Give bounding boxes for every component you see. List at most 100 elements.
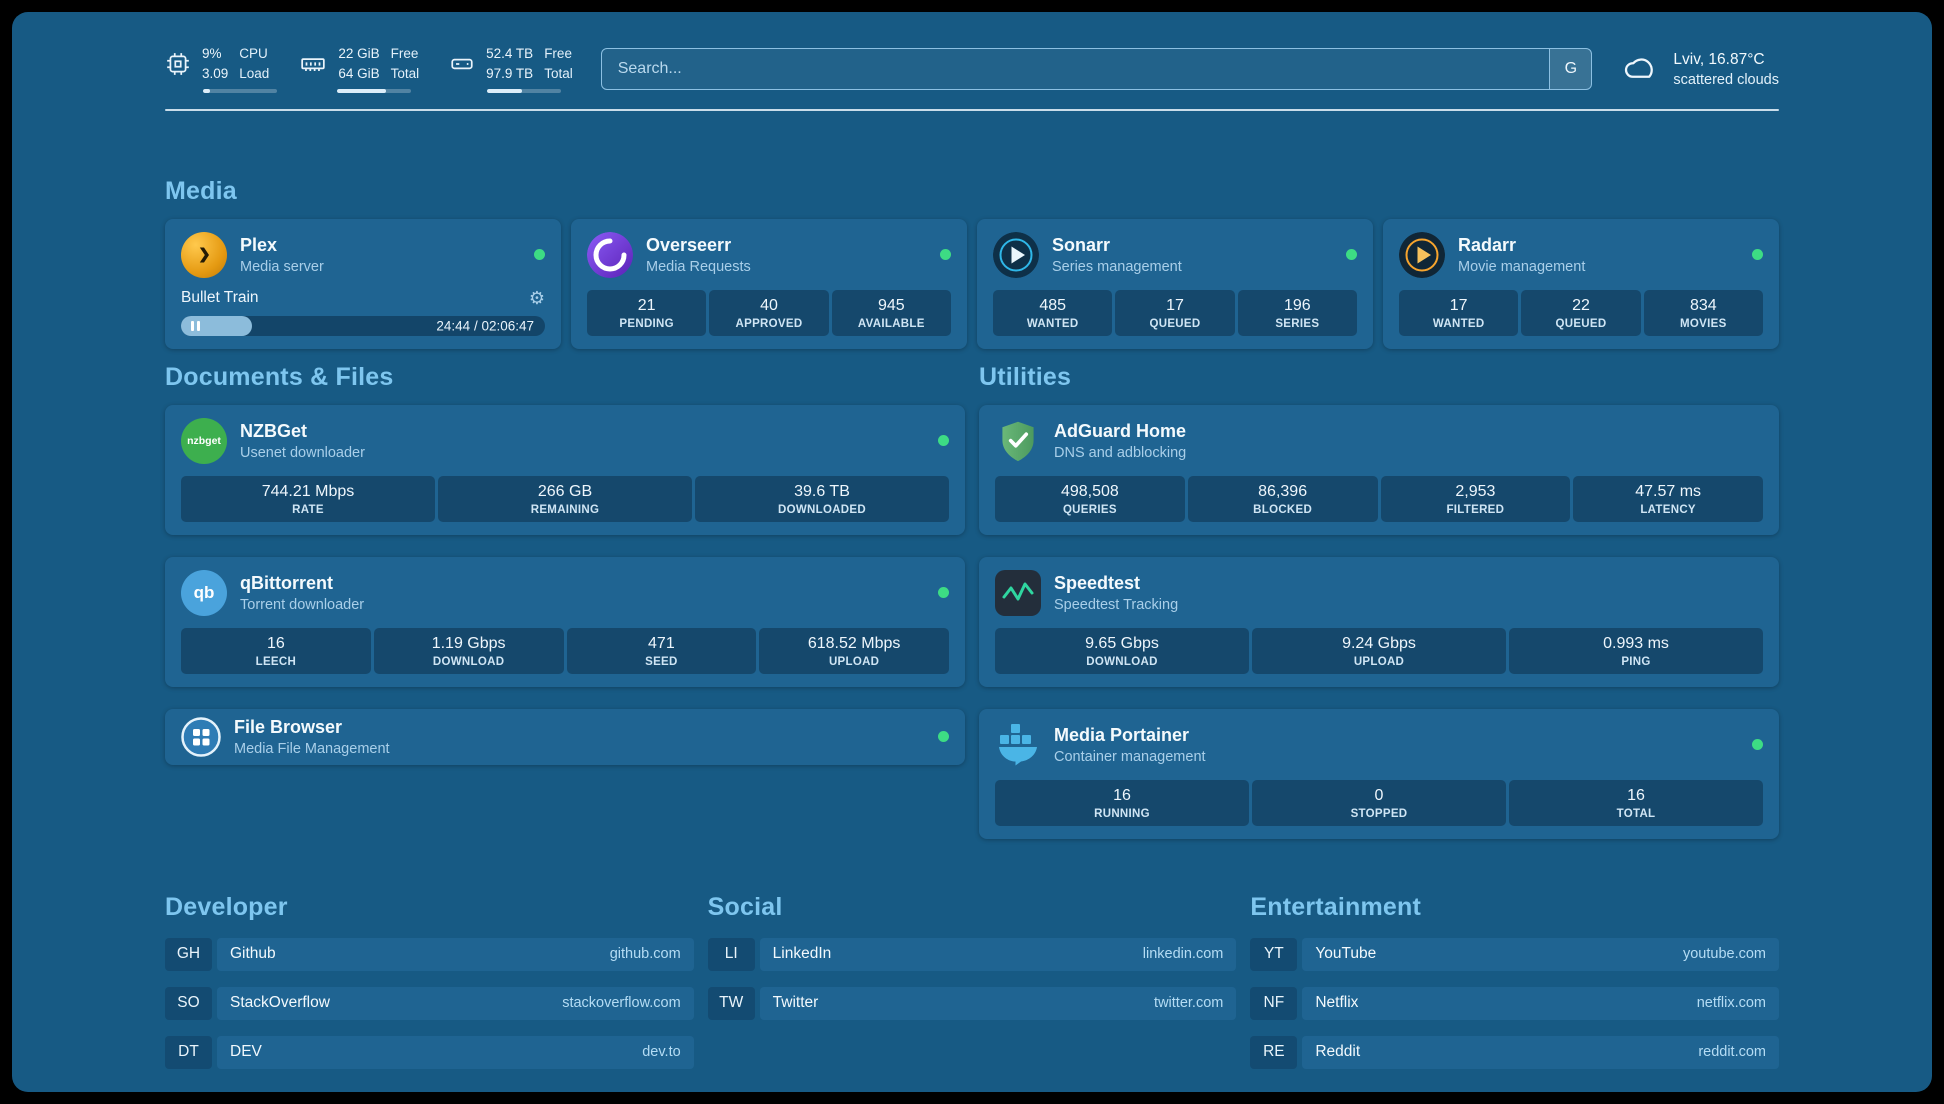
stat-label: WANTED bbox=[1026, 317, 1079, 330]
disk-progressbar bbox=[487, 88, 562, 93]
app-card-titles: qBittorrent Torrent downloader bbox=[240, 573, 364, 613]
bookmark-linkedin[interactable]: LI LinkedIn linkedin.com bbox=[707, 937, 1237, 971]
cloud-icon bbox=[1620, 49, 1662, 90]
bookmark-netflix[interactable]: NF Netflix netflix.com bbox=[1250, 986, 1780, 1020]
app-card-radarr[interactable]: Radarr Movie management 17 WANTED 22 QUE… bbox=[1383, 218, 1779, 349]
app-card-adguard[interactable]: AdGuard Home DNS and adblocking 498,508 … bbox=[979, 404, 1779, 535]
search-engine-button[interactable]: G bbox=[1549, 49, 1592, 90]
stat-label: FILTERED bbox=[1446, 503, 1505, 516]
stat-label: REMAINING bbox=[530, 503, 600, 516]
portainer-icon bbox=[995, 722, 1041, 768]
stat-value: 16 bbox=[1113, 786, 1131, 804]
section-title-social: Social bbox=[707, 892, 783, 921]
app-card-titles: Overseerr Media Requests bbox=[646, 235, 751, 275]
disk-widget: 52.4 TB 97.9 TB Free Total bbox=[449, 46, 573, 93]
search-input[interactable] bbox=[601, 49, 1550, 90]
app-title: NZBGet bbox=[240, 420, 307, 441]
app-card-sonarr[interactable]: Sonarr Series management 485 WANTED 17 Q… bbox=[977, 218, 1373, 349]
gear-icon[interactable]: ⚙ bbox=[528, 287, 545, 308]
stat-value: 618.52 Mbps bbox=[807, 634, 901, 652]
cpu-load-value: 3.09 bbox=[202, 65, 229, 81]
ram-label-top: Free bbox=[390, 46, 419, 61]
playback-time: 24:44 / 02:06:47 bbox=[436, 318, 534, 334]
app-title: AdGuard Home bbox=[1054, 420, 1187, 441]
stat-box: 39.6 TB DOWNLOADED bbox=[695, 475, 949, 522]
stat-value: 0 bbox=[1374, 786, 1384, 804]
stat-value: 40 bbox=[760, 296, 778, 314]
app-card-overseerr[interactable]: Overseerr Media Requests 21 PENDING 40 A… bbox=[571, 218, 967, 349]
app-subtitle: Series management bbox=[1052, 258, 1182, 275]
sonarr-icon bbox=[993, 231, 1039, 278]
pause-icon[interactable] bbox=[191, 320, 200, 331]
weather-text: Lviv, 16.87°C scattered clouds bbox=[1673, 51, 1779, 88]
stat-box: 17 QUEUED bbox=[1115, 289, 1235, 336]
app-subtitle: Torrent downloader bbox=[240, 596, 365, 613]
section-title-utilities: Utilities bbox=[979, 362, 1072, 391]
bookmark-twitter[interactable]: TW Twitter twitter.com bbox=[707, 986, 1237, 1020]
status-dot bbox=[938, 587, 949, 599]
stat-value: 744.21 Mbps bbox=[261, 482, 355, 500]
bookmark-name: YouTube bbox=[1315, 945, 1377, 963]
stat-value: 0.993 ms bbox=[1603, 634, 1669, 652]
playback-progressbar[interactable]: 24:44 / 02:06:47 bbox=[181, 315, 545, 336]
bookmark-abbr: SO bbox=[165, 986, 212, 1020]
ram-icon bbox=[299, 51, 327, 83]
stat-value: 498,508 bbox=[1060, 482, 1119, 500]
app-card-titles: Radarr Movie management bbox=[1458, 235, 1585, 275]
stat-box: 618.52 Mbps UPLOAD bbox=[759, 627, 949, 674]
stat-box: 471 SEED bbox=[566, 627, 757, 674]
bookmark-reddit[interactable]: RE Reddit reddit.com bbox=[1250, 1035, 1780, 1069]
search-bar[interactable]: G bbox=[600, 48, 1593, 91]
app-card-speedtest[interactable]: Speedtest Speedtest Tracking 9.65 Gbps D… bbox=[979, 556, 1779, 687]
status-dot bbox=[534, 249, 545, 261]
app-card-titles: NZBGet Usenet downloader bbox=[240, 421, 365, 461]
bookmark-name: Twitter bbox=[772, 994, 819, 1012]
bookmark-dev[interactable]: DT DEV dev.to bbox=[165, 1035, 694, 1069]
status-dot bbox=[938, 731, 949, 743]
section-title-documents: Documents & Files bbox=[165, 362, 394, 391]
app-card-plex[interactable]: Plex Media server Bullet Train ⚙ 24:44 /… bbox=[165, 218, 561, 349]
bookmark-github[interactable]: GH Github github.com bbox=[165, 937, 694, 971]
app-card-portainer[interactable]: Media Portainer Container management 16 … bbox=[979, 708, 1779, 839]
app-card-filebrowser[interactable]: File Browser Media File Management bbox=[165, 708, 965, 765]
bookmark-stackoverflow[interactable]: SO StackOverflow stackoverflow.com bbox=[165, 986, 694, 1020]
stat-label: QUEUED bbox=[1555, 317, 1607, 330]
stat-box: 485 WANTED bbox=[993, 289, 1113, 336]
stat-label: UPLOAD bbox=[828, 655, 880, 668]
stat-label: QUERIES bbox=[1062, 503, 1117, 516]
app-subtitle: Container management bbox=[1054, 748, 1206, 765]
disk-label-bottom: Total bbox=[544, 65, 573, 81]
app-subtitle: Speedtest Tracking bbox=[1054, 596, 1179, 613]
stat-label: RUNNING bbox=[1094, 807, 1150, 820]
stat-label: SEED bbox=[645, 655, 678, 668]
status-dot bbox=[1346, 249, 1357, 261]
stat-value: 22 bbox=[1572, 296, 1590, 314]
app-card-titles: AdGuard Home DNS and adblocking bbox=[1054, 421, 1186, 461]
cpu-label-top: CPU bbox=[239, 46, 268, 61]
cpu-widget: 9% 3.09 CPU Load bbox=[165, 46, 277, 93]
weather-location: Lviv, 16.87°C bbox=[1673, 50, 1765, 68]
disk-icon bbox=[449, 51, 475, 83]
cpu-labels: CPU Load bbox=[239, 46, 269, 83]
stat-box: 2,953 FILTERED bbox=[1380, 475, 1571, 522]
bookmark-domain: stackoverflow.com bbox=[562, 995, 681, 1012]
stat-value: 471 bbox=[648, 634, 675, 652]
ram-total-value: 64 GiB bbox=[338, 65, 380, 81]
stat-box: 498,508 QUERIES bbox=[995, 475, 1185, 522]
bookmark-youtube[interactable]: YT YouTube youtube.com bbox=[1250, 937, 1780, 971]
bookmark-abbr: DT bbox=[165, 1035, 212, 1069]
section-title-media: Media bbox=[165, 176, 237, 205]
app-card-qbittorrent[interactable]: qb qBittorrent Torrent downloader 16 LEE… bbox=[165, 556, 965, 687]
app-card-nzbget[interactable]: nzbget NZBGet Usenet downloader 744.21 M… bbox=[165, 404, 965, 535]
stat-label: TOTAL bbox=[1616, 807, 1656, 820]
disk-total-value: 97.9 TB bbox=[486, 65, 534, 81]
ram-values: 22 GiB 64 GiB bbox=[338, 46, 379, 83]
app-subtitle: Usenet downloader bbox=[240, 444, 365, 461]
bookmarks-developer: Developer GH Github github.com SO StackO… bbox=[165, 893, 694, 1069]
bookmark-abbr: RE bbox=[1250, 1035, 1298, 1069]
stat-value: 16 bbox=[1627, 786, 1645, 804]
stat-label: LATENCY bbox=[1640, 503, 1696, 516]
bookmarks-social: Social LI LinkedIn linkedin.com TW Twitt… bbox=[707, 892, 1237, 1069]
stat-label: AVAILABLE bbox=[857, 317, 925, 330]
stat-value: 17 bbox=[1449, 296, 1468, 314]
